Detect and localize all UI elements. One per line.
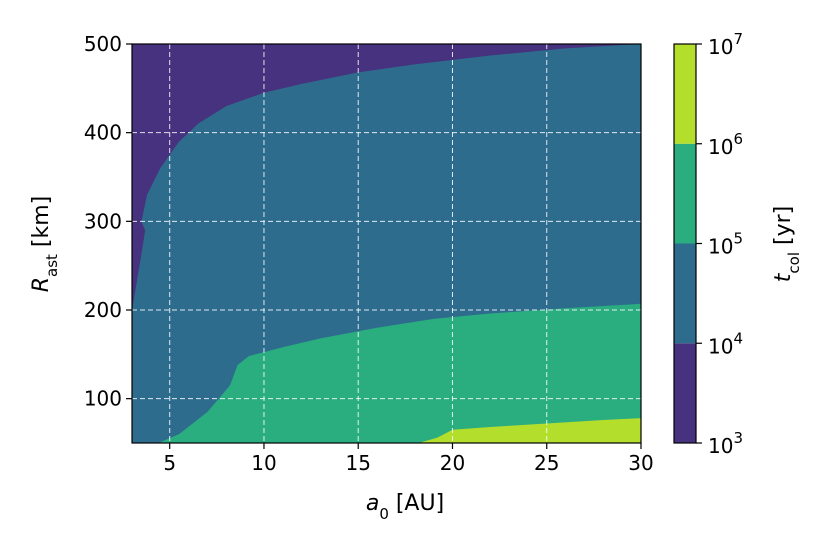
contour-region-1e6-1e7 [418,418,641,443]
colorbar-ticks: 103 104 105 106 107 [696,30,743,458]
colorbar-tick-label: 107 [708,30,743,59]
colorbar-tick-label: 103 [708,429,743,458]
x-tick-label: 10 [251,451,276,475]
colorbar-tick-label: 104 [708,329,743,358]
contour-region-1e3-1e4 [132,44,641,310]
x-tick-label: 30 [628,451,653,475]
colorbar [674,44,696,443]
colorbar-segment [674,44,696,144]
y-axis-label: Rast [km] [29,196,61,293]
x-tick-label: 20 [440,451,465,475]
x-axis: 5 10 15 20 25 30 [163,443,654,475]
x-tick-label: 25 [534,451,559,475]
colorbar-segment [674,343,696,443]
colorbar-segment [674,143,696,244]
x-axis-label: a0 [AU] [366,491,444,523]
y-tick-label: 400 [84,121,122,145]
y-tick-label: 200 [84,298,122,322]
colorbar-tick-label: 105 [708,230,743,259]
colorbar-segment [674,243,696,344]
x-tick-label: 15 [345,451,370,475]
y-tick-label: 500 [84,32,122,56]
colorbar-tick-label: 106 [708,130,743,159]
x-tick-label: 5 [163,451,176,475]
plot-frame [131,43,642,444]
y-axis: 100 200 300 400 500 [84,32,132,411]
contour-region-1e5-1e6 [158,303,641,443]
plot-area [132,44,641,443]
colorbar-label: tcol [yr] [771,206,803,282]
y-tick-label: 100 [84,387,122,411]
y-tick-label: 300 [84,209,122,233]
